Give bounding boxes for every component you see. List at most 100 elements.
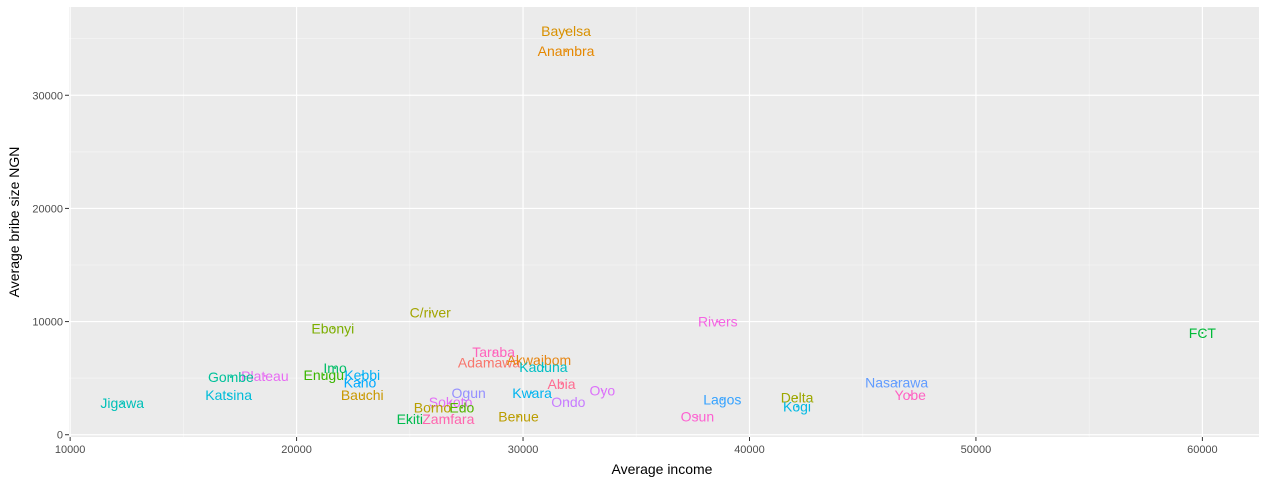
data-point: Akwaibom [507, 352, 572, 368]
data-point: Delta [781, 389, 814, 405]
point-label: Bayelsa [541, 23, 591, 39]
data-point: Kogi [783, 398, 811, 414]
point-marker [796, 405, 799, 408]
point-marker [517, 415, 520, 418]
data-point: Jigawa [100, 395, 144, 411]
data-point: Edo [449, 400, 474, 416]
point-label: Benue [498, 409, 539, 425]
point-marker [531, 391, 534, 394]
x-tick-label: 20000 [281, 444, 312, 456]
point-label: Ogun [452, 385, 486, 401]
point-label: C/river [410, 305, 452, 321]
point-marker [358, 381, 361, 384]
point-marker [429, 311, 432, 314]
data-point: Kwara [512, 385, 552, 401]
point-label: Gombe [208, 369, 254, 385]
data-point: Lagos [703, 392, 741, 408]
point-marker [361, 394, 364, 397]
data-point: Ekiti [397, 411, 423, 427]
data-point: Kebbi [344, 367, 380, 383]
point-marker [560, 382, 563, 385]
data-point: Bauchi [341, 387, 384, 403]
x-tick-label: 10000 [55, 444, 86, 456]
data-point: Osun [681, 409, 714, 425]
point-label: Borno [414, 400, 452, 416]
data-point: Kaduna [519, 359, 567, 375]
point-label: Oyo [589, 383, 615, 399]
panel-background [69, 7, 1259, 437]
point-marker [796, 396, 799, 399]
y-tick-label: 20000 [32, 203, 63, 215]
point-marker [334, 366, 337, 369]
point-label: Plateau [241, 368, 288, 384]
point-marker [537, 359, 540, 362]
point-marker [542, 365, 545, 368]
y-tick-label: 10000 [32, 317, 63, 329]
point-marker [121, 402, 124, 405]
point-marker [322, 373, 325, 376]
data-point: Sokoto [429, 394, 473, 410]
data-point: Anambra [538, 43, 595, 59]
point-marker [447, 417, 450, 420]
y-tick-label: 0 [57, 430, 63, 442]
x-tick-label: 60000 [1187, 444, 1218, 456]
point-label: Kano [344, 375, 377, 391]
point-label: Enugu [304, 367, 344, 383]
x-tick-label: 30000 [508, 444, 539, 456]
point-marker [716, 320, 719, 323]
data-point: Yobe [895, 387, 927, 403]
point-label: Abia [548, 376, 576, 392]
point-marker [909, 394, 912, 397]
data-point: Oyo [589, 383, 615, 399]
point-label: Jigawa [100, 395, 144, 411]
point-marker [696, 415, 699, 418]
data-point: Imo [323, 360, 347, 376]
data-point: Ogun [452, 385, 486, 401]
point-label: Osun [681, 409, 714, 425]
point-label: Lagos [703, 392, 741, 408]
point-marker [895, 381, 898, 384]
point-label: Yobe [895, 387, 927, 403]
point-marker [565, 29, 568, 32]
point-label: Imo [323, 360, 347, 376]
x-axis-title: Average income [612, 461, 713, 477]
data-point: Katsina [205, 387, 252, 403]
data-point: Nasarawa [865, 375, 928, 391]
data-point: Plateau [241, 368, 288, 384]
point-label: Bauchi [341, 387, 384, 403]
point-marker [229, 376, 232, 379]
x-tick-label: 50000 [961, 444, 992, 456]
point-label: Kwara [512, 385, 552, 401]
point-marker [488, 361, 491, 364]
point-marker [263, 374, 266, 377]
y-axis-title: Average bribe size NGN [6, 147, 22, 298]
point-labels: Bayelsa Anambra FCT C/river Rivers Ebonyi Tara… [100, 23, 1216, 427]
point-marker [467, 391, 470, 394]
point-marker [492, 351, 495, 354]
point-label: Nasarawa [865, 375, 928, 391]
point-marker [361, 373, 364, 376]
point-label: Kogi [783, 398, 811, 414]
data-point: Ondo [551, 394, 585, 410]
data-point: C/river [410, 305, 452, 321]
major-gridlines [69, 7, 1259, 437]
point-label: Ondo [551, 394, 585, 410]
point-marker [567, 400, 570, 403]
data-point: FCT [1189, 325, 1217, 341]
point-marker [565, 50, 568, 53]
point-marker [1201, 331, 1204, 334]
point-label: Kebbi [344, 367, 380, 383]
point-marker [460, 406, 463, 409]
point-label: Rivers [698, 314, 738, 330]
point-marker [721, 398, 724, 401]
minor-gridlines [69, 7, 1259, 437]
point-label: Katsina [205, 387, 252, 403]
data-point: Enugu [304, 367, 344, 383]
point-marker [449, 400, 452, 403]
data-point: Bayelsa [541, 23, 591, 39]
point-marker [408, 417, 411, 420]
data-point: Ebonyi [311, 320, 354, 336]
point-label: Adamawa [458, 354, 520, 370]
data-point: Rivers [698, 314, 738, 330]
